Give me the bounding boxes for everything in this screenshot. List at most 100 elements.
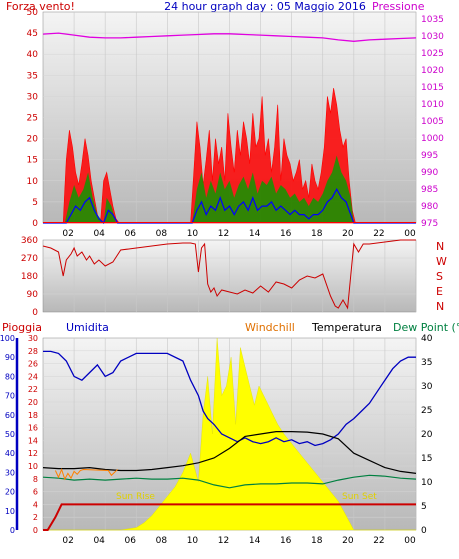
pressure-axis-tick-label: 995: [421, 151, 438, 161]
wind-axis-tick-label: 5: [32, 198, 38, 208]
rain-axis-tick-label: 14: [28, 436, 38, 445]
x-tick-label: 08: [156, 229, 168, 239]
series-pressure: [42, 32, 417, 42]
pressure-axis-tick-label: 980: [421, 202, 438, 212]
series-dewpoint: [42, 474, 417, 489]
x-tick-label: 04: [93, 536, 105, 546]
chart-title: 24 hour graph day : 05 Maggio 2016: [164, 0, 366, 13]
pressure-axis-tick-label: 990: [421, 168, 438, 178]
x-tick-label: 08: [156, 536, 168, 546]
series-rain: [43, 503, 416, 531]
temp-axis-tick-label: 30: [421, 382, 433, 392]
pressure-axis-tick-label: 1010: [421, 100, 444, 110]
rain-axis-tick-label: 18: [28, 411, 38, 420]
humidity-axis-tick-label: 70: [5, 392, 15, 401]
series-wind-avg: [43, 187, 416, 225]
x-tick-label: 00: [404, 229, 416, 239]
temp-axis-tick-label: 0: [421, 526, 427, 536]
legend-temperatura: Temperatura: [311, 321, 382, 334]
legend-pioggia: Pioggia: [2, 321, 42, 334]
direction-axis-tick-label: 0: [32, 308, 38, 318]
x-tick-label: 16: [280, 536, 292, 546]
humidity-axis-tick-label: 30: [5, 468, 15, 477]
humidity-axis-tick-label: 80: [5, 372, 15, 381]
rain-axis-tick-label: 20: [28, 398, 38, 407]
x-tick-label: 02: [62, 229, 73, 239]
temp-axis-tick-label: 40: [421, 334, 433, 344]
compass-label: S: [436, 270, 443, 283]
x-tick-label: 14: [249, 536, 261, 546]
wind-axis-tick-label: 20: [27, 135, 39, 145]
header-left-label: Forza vento!: [6, 0, 75, 13]
x-tick-label: 12: [218, 536, 229, 546]
x-tick-label: 18: [311, 229, 323, 239]
pressure-axis-tick-label: 1005: [421, 117, 444, 127]
wind-axis-tick-label: 25: [27, 114, 38, 124]
x-tick-label: 16: [280, 229, 292, 239]
series-windchill: [54, 468, 118, 481]
direction-axis-tick-label: 270: [21, 254, 38, 264]
rain-axis-tick-label: 4: [33, 500, 38, 509]
wind-axis-tick-label: 35: [27, 71, 38, 81]
legend-dewpoint: Dew Point (°C: [393, 321, 459, 334]
pressure-axis-tick-label: 985: [421, 185, 438, 195]
rain-axis-tick-label: 24: [28, 372, 38, 381]
rain-axis-tick-label: 16: [28, 424, 38, 433]
humidity-axis-tick-label: 10: [5, 507, 15, 516]
direction-axis-tick-label: 360: [21, 236, 38, 246]
temp-axis-tick-label: 5: [421, 502, 427, 512]
rain-axis-tick-label: 6: [33, 488, 38, 497]
x-tick-label: 20: [342, 536, 354, 546]
compass-label: N: [436, 300, 444, 313]
compass-label: N: [436, 240, 444, 253]
x-tick-label: 02: [62, 536, 73, 546]
compass-label: E: [436, 285, 443, 298]
wind-axis-tick-label: 10: [27, 177, 39, 187]
annotation-sun-set: Sun Set: [342, 492, 377, 502]
direction-axis-tick-label: 90: [27, 290, 39, 300]
rain-axis-tick-label: 22: [28, 385, 38, 394]
temp-axis-tick-label: 25: [421, 406, 432, 416]
pressure-axis-tick-label: 975: [421, 219, 438, 229]
pressure-axis-tick-label: 1015: [421, 83, 444, 93]
wind-axis-tick-label: 0: [32, 219, 38, 229]
x-tick-label: 18: [311, 536, 323, 546]
x-tick-label: 06: [125, 536, 137, 546]
series-temperature: [42, 431, 417, 474]
rain-axis-tick-label: 10: [28, 462, 38, 471]
wind-axis-tick-label: 15: [27, 156, 38, 166]
x-tick-label: 10: [187, 229, 199, 239]
temp-axis-tick-label: 35: [421, 358, 432, 368]
legend-umidita: Umidita: [66, 321, 109, 334]
humidity-axis-tick-label: 40: [5, 449, 15, 458]
series-solar: [43, 337, 416, 531]
series-gust: [43, 87, 416, 224]
rain-axis-tick-label: 26: [28, 360, 38, 369]
wind-axis-tick-label: 30: [27, 92, 39, 102]
humidity-axis-tick-label: 50: [5, 430, 15, 439]
x-tick-label: 20: [342, 229, 354, 239]
rain-axis-tick-label: 2: [33, 513, 38, 522]
wind-axis-tick-label: 50: [27, 8, 39, 18]
x-tick-label: 04: [93, 229, 105, 239]
direction-axis-tick-label: 180: [21, 272, 38, 282]
humidity-axis-tick-label: 20: [5, 488, 15, 497]
temp-axis-tick-label: 10: [421, 478, 433, 488]
compass-label: W: [436, 255, 447, 268]
humidity-axis-tick-label: 60: [5, 411, 15, 420]
humidity-axis-tick-label: 90: [5, 353, 15, 362]
wind-axis-tick-label: 45: [27, 29, 38, 39]
pressure-axis-tick-label: 1025: [421, 49, 444, 59]
rain-axis-tick-label: 28: [28, 347, 38, 356]
pressure-axis-tick-label: 1000: [421, 134, 444, 144]
rain-axis-tick-label: 8: [33, 475, 38, 484]
temp-axis-tick-label: 20: [421, 430, 433, 440]
pressure-axis-tick-label: 1030: [421, 32, 444, 42]
legend-windchill: Windchill: [245, 321, 295, 334]
x-tick-label: 06: [125, 229, 137, 239]
header-right-label: Pressione: [372, 0, 425, 13]
wind-axis-tick-label: 40: [27, 50, 39, 60]
x-tick-label: 22: [373, 229, 384, 239]
x-tick-label: 00: [404, 536, 416, 546]
